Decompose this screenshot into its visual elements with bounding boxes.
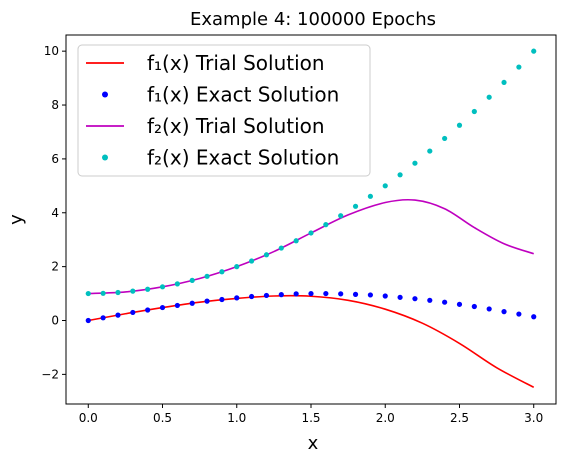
series-point-2: [308, 290, 314, 297]
series-point-4: [85, 290, 91, 297]
x-axis-label: x: [308, 433, 319, 454]
series-point-2: [145, 307, 151, 313]
series-point-2: [85, 317, 91, 324]
series-point-2: [501, 309, 507, 315]
y-axis: −2 0 2 4 6 8 10: [41, 44, 66, 381]
x-tick-label: 2.0: [376, 411, 395, 425]
legend-box: [77, 44, 371, 177]
series-point-4: [308, 230, 314, 236]
series-point-2: [471, 303, 477, 310]
series-point-4: [293, 238, 299, 244]
series-point-2: [219, 296, 225, 303]
series-point-4: [442, 135, 448, 142]
legend-entry-label: f₂(x) Exact Solution: [147, 146, 339, 170]
series-point-4: [516, 64, 522, 70]
x-axis: 0.0 0.5 1.0 1.5 2.0 2.5 3.0: [79, 404, 543, 425]
series-point-2: [263, 292, 270, 299]
series-point-4: [531, 48, 537, 54]
series-point-2: [204, 298, 210, 304]
series-point-4: [263, 252, 270, 258]
x-tick-label: 0.0: [79, 411, 98, 425]
series-point-2: [249, 293, 255, 300]
series-point-2: [367, 292, 373, 298]
series-point-2: [115, 312, 121, 318]
series-point-2: [442, 299, 448, 305]
series-point-4: [501, 79, 507, 86]
series-point-4: [338, 213, 344, 219]
series-point-4: [352, 203, 359, 209]
series-point-2: [516, 311, 522, 317]
series-point-2: [278, 292, 284, 298]
plot-area: [85, 48, 537, 389]
x-tick-label: 0.5: [153, 411, 172, 425]
x-tick-label: 1.0: [227, 411, 246, 425]
y-tick-label: 6: [51, 152, 59, 166]
series-point-4: [189, 277, 195, 283]
series-point-2: [486, 306, 492, 312]
series-point-4: [427, 148, 433, 154]
legend-dot-swatch: [102, 91, 108, 98]
series-point-4: [397, 172, 403, 178]
series-point-4: [234, 264, 240, 270]
series-point-4: [382, 183, 388, 189]
series-point-4: [130, 288, 136, 294]
series-point-4: [204, 273, 210, 279]
legend: f₁(x) Trial Solution f₁(x) Exact Solution…: [77, 44, 371, 177]
series-point-4: [219, 269, 225, 275]
series-point-4: [486, 94, 492, 100]
series-point-2: [174, 302, 180, 309]
x-tick-label: 1.5: [301, 411, 320, 425]
legend-entry-label: f₂(x) Trial Solution: [147, 114, 325, 138]
series-point-4: [412, 160, 418, 166]
legend-entry-label: f₁(x) Exact Solution: [147, 83, 339, 107]
series-point-2: [427, 297, 433, 303]
y-tick-label: 4: [51, 206, 59, 220]
series-point-2: [159, 304, 166, 311]
series-point-4: [159, 284, 166, 290]
y-tick-label: 2: [51, 260, 59, 274]
x-tick-label: 3.0: [524, 411, 543, 425]
series-point-2: [130, 309, 136, 316]
series-point-2: [382, 293, 388, 299]
series-point-2: [456, 301, 463, 307]
series-point-4: [471, 108, 477, 115]
series-point-2: [189, 300, 195, 306]
series-point-4: [323, 222, 329, 228]
y-tick-label: 8: [51, 98, 59, 112]
series-point-2: [293, 291, 299, 297]
series-point-2: [323, 290, 329, 297]
series-point-2: [352, 291, 359, 297]
series-point-4: [115, 289, 121, 296]
series-point-2: [234, 295, 240, 301]
series-point-4: [456, 122, 463, 128]
series-point-2: [338, 291, 344, 297]
chart-title: Example 4: 100000 Epochs: [190, 9, 436, 30]
series-point-4: [367, 193, 373, 199]
series-line-1: [88, 294, 535, 389]
series-point-4: [100, 290, 106, 296]
y-tick-label: 10: [44, 44, 59, 58]
series-point-2: [531, 314, 537, 320]
y-tick-label: −2: [41, 367, 59, 381]
x-tick-label: 2.5: [450, 411, 469, 425]
series-point-4: [174, 281, 180, 287]
legend-dot-swatch: [102, 154, 108, 161]
series-point-4: [249, 258, 255, 264]
y-axis-label: y: [6, 214, 27, 225]
series-point-2: [412, 296, 418, 302]
series-point-4: [278, 245, 284, 251]
series-point-4: [145, 286, 151, 292]
series-line-3: [88, 198, 534, 295]
legend-entry-label: f₁(x) Trial Solution: [147, 51, 325, 75]
y-tick-label: 0: [51, 314, 59, 328]
series-point-2: [100, 315, 106, 321]
series-point-2: [397, 294, 403, 300]
